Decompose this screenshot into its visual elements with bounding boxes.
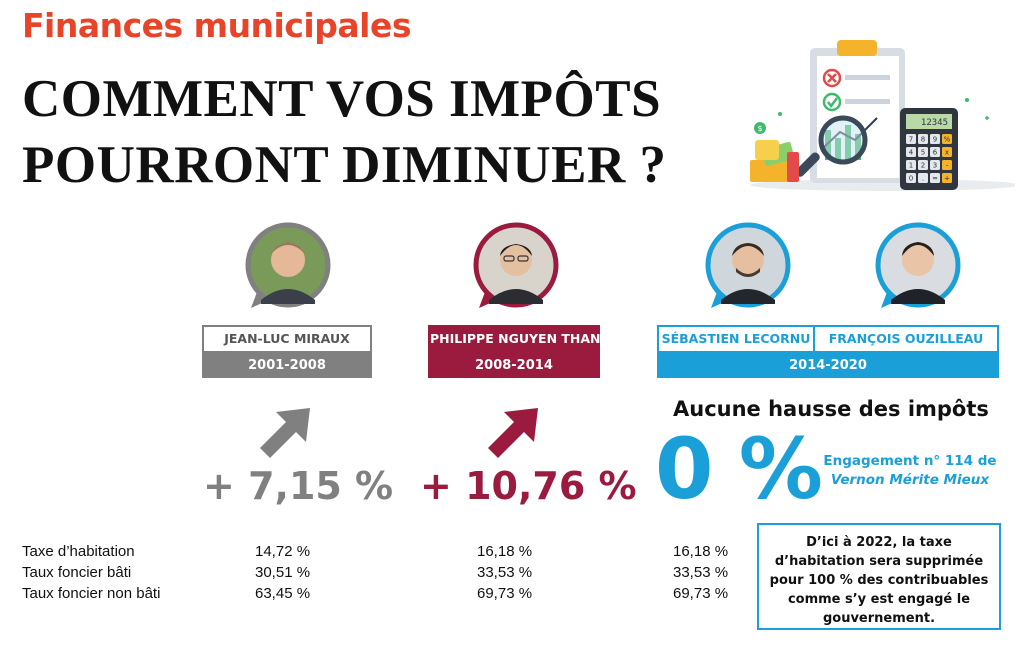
rate-value: 16,18 %: [477, 543, 533, 560]
rate-value: 63,45 %: [255, 585, 311, 602]
headline: COMMENT VOS IMPÔTS POURRONT DIMINUER ?: [22, 66, 667, 198]
period-label-lecornu-ouzilleau: 2014-2020: [657, 353, 999, 378]
zero-percent-value: 0 %: [655, 420, 823, 518]
calculator-key-label: 2: [921, 162, 925, 170]
calculator-key-label: x: [945, 149, 949, 157]
rate-value: 16,18 %: [673, 543, 729, 560]
calculator-key-label: 7: [909, 136, 913, 144]
calculator-key: [906, 160, 916, 170]
avatar-francois-ouzilleau: [873, 220, 963, 310]
headline-line-2: POURRONT DIMINUER ?: [22, 136, 667, 194]
calculator-key-label: -: [946, 162, 949, 170]
avatar-philippe-nguyen-thanh: [471, 220, 561, 310]
arrow-up-right-icon: [260, 408, 310, 458]
calculator-key: [918, 173, 928, 183]
period-label-miraux: 2001-2008: [202, 353, 372, 378]
rate-value: 14,72 %: [255, 543, 311, 560]
engagement-caption: Engagement n° 114 de Vernon Mérite Mieux: [820, 452, 1000, 490]
rate-value: 69,73 %: [673, 585, 729, 602]
avatar-jean-luc-miraux: [243, 220, 333, 310]
section-kicker: Finances municipales: [22, 6, 411, 45]
calculator-key: [918, 134, 928, 144]
rate-value: 69,73 %: [477, 585, 533, 602]
calculator-key-label: 6: [933, 149, 938, 157]
svg-text:12345: 12345: [921, 118, 948, 128]
calculator-key-label: 8: [921, 136, 925, 144]
rate-label-habitation: Taxe d’habitation: [22, 543, 135, 560]
calculator-key: [906, 134, 916, 144]
calculator-key-label: %: [944, 136, 951, 144]
calculator-key-label: .: [922, 175, 924, 183]
calculator-key: [918, 160, 928, 170]
name-label-miraux: JEAN-LUC MIRAUX: [202, 325, 372, 353]
rate-label-foncier-bati: Taux foncier bâti: [22, 564, 132, 581]
rate-value: 33,53 %: [673, 564, 729, 581]
engagement-line-2: Vernon Mérite Mieux: [830, 472, 990, 488]
rate-label-foncier-non-bati: Taux foncier non bâti: [22, 585, 161, 602]
calculator-key: [906, 173, 916, 183]
rate-value: 33,53 %: [477, 564, 533, 581]
name-label-nguyen-thanh: PHILIPPE NGUYEN THANH: [428, 325, 611, 353]
avatar-sebastien-lecornu: [703, 220, 793, 310]
calculator-keys: 7 8 9 % 4 5 6 x 1 2 3 - 0. = +: [906, 134, 952, 183]
calculator-key: [930, 147, 940, 157]
calculator-key: [930, 173, 940, 183]
calculator-key-label: 0: [909, 175, 913, 183]
engagement-line-1: Engagement n° 114 de: [823, 453, 997, 469]
change-miraux: + 7,15 %: [203, 464, 394, 508]
name-label-lecornu: SÉBASTIEN LECORNU: [657, 325, 815, 353]
calculator-key: [942, 147, 952, 157]
calculator-key: [918, 147, 928, 157]
period-label-nguyen-thanh: 2008-2014: [428, 353, 600, 378]
calculator-key: [930, 160, 940, 170]
calculator-key-label: =: [932, 175, 938, 183]
calculator-key-label: +: [944, 175, 950, 183]
headline-line-1: COMMENT VOS IMPÔTS: [22, 70, 662, 128]
calculator-key: [930, 134, 940, 144]
finance-illustration: 12345 7 8 9 % 4 5 6 x 1 2 3 - 0. = + $: [750, 40, 1015, 191]
change-nguyen-thanh: + 10,76 %: [420, 464, 637, 508]
calculator-key-label: 4: [909, 149, 914, 157]
calculator-key: [942, 160, 952, 170]
arrow-up-right-icon: [488, 408, 538, 458]
svg-text:$: $: [757, 124, 762, 133]
name-label-ouzilleau: FRANÇOIS OUZILLEAU: [815, 325, 999, 353]
housing-tax-note: D’ici à 2022, la taxe d’habitation sera …: [757, 523, 1001, 630]
calculator-key: [942, 173, 952, 183]
calculator-key-label: 1: [909, 162, 913, 170]
calculator-key-label: 5: [921, 149, 925, 157]
calculator-key-label: 3: [933, 162, 937, 170]
calculator-key-label: 9: [933, 136, 937, 144]
no-tax-increase-heading: Aucune hausse des impôts: [673, 397, 989, 421]
calculator-key: [942, 134, 952, 144]
calculator-key: [906, 147, 916, 157]
rate-value: 30,51 %: [255, 564, 311, 581]
